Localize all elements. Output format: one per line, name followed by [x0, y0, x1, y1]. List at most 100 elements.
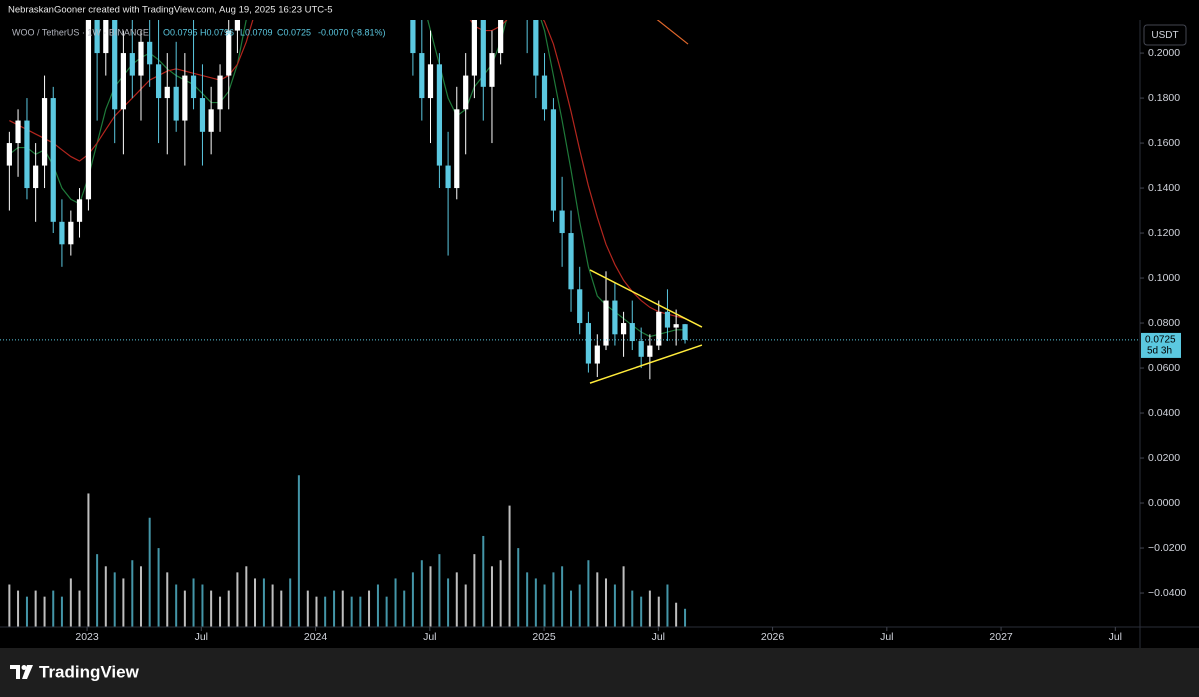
- volume-bar: [604, 578, 607, 627]
- volume-bar: [96, 554, 99, 627]
- volume-bar: [596, 572, 599, 627]
- plot-area: [6, 20, 703, 627]
- candle-body: [533, 20, 539, 76]
- x-tick-label: Jul: [1109, 631, 1122, 643]
- volume-bar: [262, 578, 265, 627]
- candle-body: [498, 20, 504, 54]
- volume-bar: [420, 560, 423, 627]
- legend-open: O0.0795: [163, 27, 198, 37]
- volume-bar: [561, 566, 564, 627]
- x-tick-label: Jul: [195, 631, 208, 643]
- footer-bar: [0, 648, 1199, 697]
- y-tick-label: −0.0200: [1148, 542, 1186, 554]
- y-tick-label: 0.2000: [1148, 47, 1180, 59]
- volume-bar: [157, 548, 160, 627]
- y-tick-label: 0.1200: [1148, 227, 1180, 239]
- volume-bar: [455, 572, 458, 627]
- volume-bar: [104, 566, 107, 627]
- volume-bar: [429, 566, 432, 627]
- volume-bar: [271, 584, 274, 627]
- legend-change: -0.0070 (-8.81%): [318, 27, 386, 37]
- candle-body: [673, 324, 679, 328]
- y-tick-label: 0.0800: [1148, 317, 1180, 329]
- volume-bar: [464, 584, 467, 627]
- volume-bar: [473, 554, 476, 627]
- volume-bar: [139, 566, 142, 627]
- candle-body: [541, 75, 548, 110]
- candle-body: [182, 75, 188, 121]
- volume-bar: [490, 566, 493, 627]
- volume-bar: [684, 608, 687, 627]
- volume-bar: [578, 584, 581, 627]
- volume-bar: [499, 560, 502, 627]
- candle-body: [656, 311, 662, 346]
- candle-body: [76, 199, 83, 222]
- candle-body: [410, 20, 416, 54]
- volume-bar: [508, 505, 511, 627]
- volume-bar: [201, 584, 204, 627]
- volume-bar: [411, 572, 414, 627]
- moving-average: [656, 20, 689, 45]
- volume-bar: [613, 584, 616, 627]
- currency-button[interactable]: [1143, 24, 1187, 46]
- volume-bar: [192, 578, 195, 627]
- volume-bar: [438, 554, 441, 627]
- volume-bar: [236, 572, 239, 627]
- candle-body: [199, 98, 206, 132]
- volume-bar: [315, 596, 318, 627]
- candle-body: [94, 20, 100, 54]
- legend-close: C0.0725: [277, 27, 311, 37]
- volume-bar: [324, 596, 327, 627]
- candle-body: [612, 300, 618, 335]
- candle-body: [480, 20, 486, 87]
- candle-body: [647, 345, 653, 357]
- volume-bar: [543, 584, 546, 627]
- candle-body: [41, 98, 48, 166]
- candle-body: [436, 64, 443, 166]
- credit: NebraskanGooner created with TradingView…: [8, 5, 333, 16]
- candle-body: [585, 323, 591, 364]
- candle-body: [594, 345, 600, 364]
- candle-body: [577, 289, 583, 324]
- candle-body: [226, 30, 232, 76]
- volume-bar: [447, 578, 450, 627]
- candle-body: [638, 341, 644, 357]
- candle-body: [629, 323, 635, 342]
- brand-name: TradingView: [39, 662, 140, 681]
- volume-bar: [183, 590, 186, 627]
- volume-bar: [131, 560, 134, 627]
- candle-body: [120, 53, 126, 110]
- volume-bar: [517, 548, 520, 627]
- y-tick-label: 0.0400: [1148, 407, 1180, 419]
- volume-bar: [359, 596, 362, 627]
- legend-low: L0.0709: [240, 27, 273, 37]
- last-price-badge: [1141, 332, 1181, 358]
- y-tick-label: 0.1000: [1148, 272, 1180, 284]
- candle-body: [208, 109, 214, 132]
- x-tick-label: Jul: [880, 631, 893, 643]
- volume-bar: [17, 590, 20, 627]
- volume-bar: [60, 596, 63, 627]
- legend-symbol: WOO / TetherUS · 1W · BINANCE: [12, 27, 149, 37]
- candle-body: [664, 311, 671, 328]
- volume-bar: [166, 572, 169, 627]
- y-tick-label: 0.0000: [1148, 497, 1180, 509]
- x-tick-label: Jul: [652, 631, 665, 643]
- candle-body: [620, 323, 627, 335]
- candle-body: [454, 109, 460, 189]
- x-tick-label: 2023: [75, 631, 99, 643]
- volume-bar: [8, 584, 11, 627]
- volume-bar: [657, 596, 660, 627]
- volume-bar: [25, 596, 28, 627]
- x-tick-label: 2027: [989, 631, 1013, 643]
- volume-bar: [350, 596, 353, 627]
- legend-high: H0.0796: [200, 27, 234, 37]
- volume-bar: [376, 584, 379, 627]
- volume-bar: [552, 572, 555, 627]
- currency-button-label[interactable]: USDT: [1151, 30, 1178, 41]
- volume-bar: [648, 590, 651, 627]
- candle-body: [155, 64, 162, 99]
- volume-bar: [43, 596, 46, 627]
